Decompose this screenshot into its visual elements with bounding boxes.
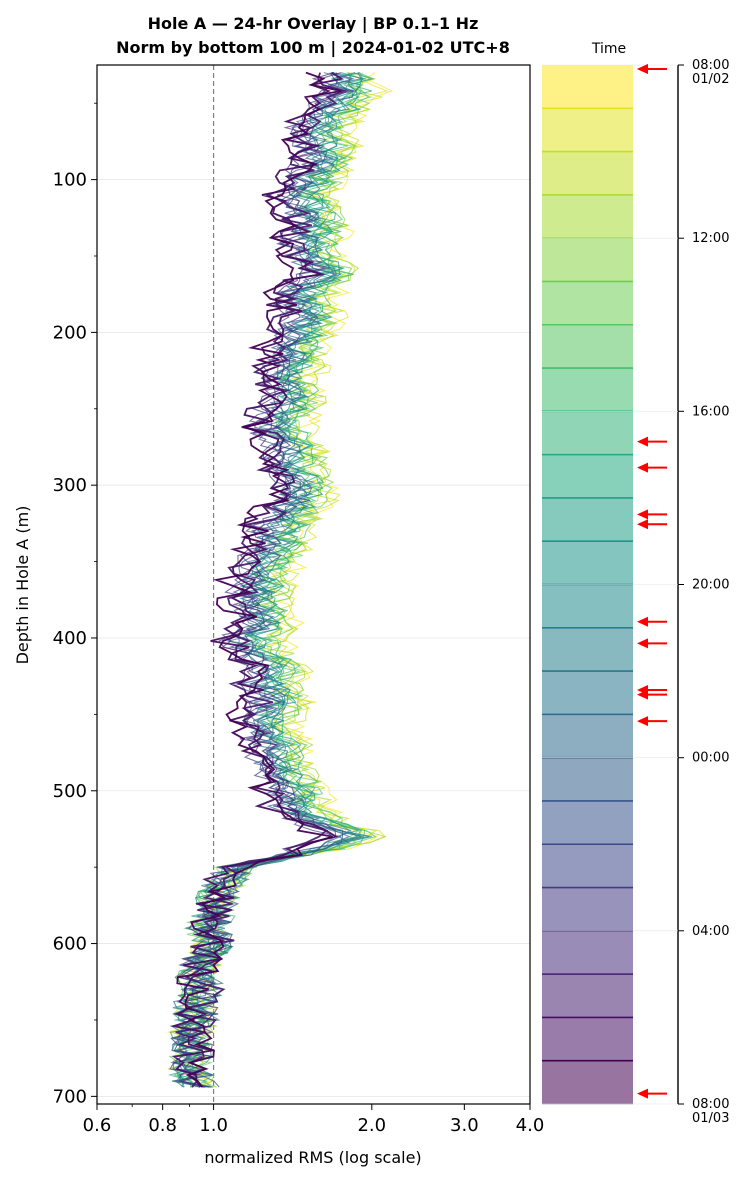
colorbar-segment	[542, 108, 633, 152]
colorbar-segment	[542, 411, 633, 456]
colorbar-segment	[542, 800, 633, 845]
time-tick-sublabel: 01/03	[692, 1111, 729, 1126]
colorbar-segment	[542, 974, 633, 1018]
event-arrow	[637, 689, 667, 700]
time-tick-sublabel: 01/02	[692, 72, 729, 87]
x-axis-label: normalized RMS (log scale)	[204, 1148, 421, 1167]
colorbar-segment	[542, 714, 633, 759]
event-arrow	[637, 462, 667, 473]
series-lines	[166, 71, 393, 1088]
colorbar-segment	[542, 844, 633, 888]
event-arrow	[637, 716, 667, 727]
colorbar-segment	[542, 627, 633, 672]
y-tick-label: 300	[53, 475, 87, 496]
event-arrow-head	[637, 519, 648, 530]
colorbar-segment	[542, 194, 633, 239]
y-tick-label: 400	[53, 628, 87, 649]
y-axis-label: Depth in Hole A (m)	[13, 506, 32, 665]
y-tick-label: 200	[53, 322, 87, 343]
time-tick-label: 20:00	[692, 578, 729, 593]
event-arrow	[637, 436, 667, 447]
event-arrow-head	[637, 462, 648, 473]
colorbar-segment	[542, 887, 633, 932]
colorbar-segment	[542, 757, 633, 802]
colorbar-segment	[542, 671, 633, 715]
time-tick-label: 16:00	[692, 404, 729, 419]
colorbar-segment	[542, 151, 633, 196]
time-colorbar	[542, 65, 633, 1105]
series-line	[167, 72, 373, 1088]
x-tick-label: 0.6	[83, 1115, 112, 1136]
x-tick-label: 3.0	[450, 1115, 479, 1136]
colorbar-segment	[542, 497, 633, 542]
event-arrow-head	[637, 716, 648, 727]
time-tick-label: 04:00	[692, 924, 729, 939]
colorbar-segment	[542, 930, 633, 975]
time-tick-label: 08:00	[692, 1097, 729, 1112]
y-tick-label: 500	[53, 781, 87, 802]
colorbar-segment	[542, 1060, 633, 1105]
series-line	[175, 72, 348, 1088]
x-tick-label: 4.0	[516, 1115, 545, 1136]
y-tick-label: 600	[53, 934, 87, 955]
colorbar-segment	[542, 584, 633, 629]
colorbar-segment	[542, 541, 633, 585]
event-arrow	[637, 64, 667, 74]
series-line	[176, 71, 342, 1088]
event-arrow-head	[637, 638, 648, 649]
y-tick-label: 700	[53, 1086, 87, 1107]
event-arrow-head	[637, 616, 648, 627]
time-tick-label: 12:00	[692, 231, 729, 246]
colorbar-segment	[542, 238, 633, 282]
event-arrow	[637, 519, 667, 530]
x-tick-label: 1.0	[199, 1115, 228, 1136]
chart-title-line1: Hole A — 24-hr Overlay | BP 0.1–1 Hz	[148, 14, 479, 34]
event-arrows	[637, 64, 667, 1099]
colorbar-label: Time	[591, 41, 626, 57]
event-arrow	[637, 509, 667, 520]
time-tick-label: 00:00	[692, 751, 729, 766]
event-arrow	[637, 616, 667, 627]
event-arrow	[637, 638, 667, 649]
event-arrow	[637, 1088, 667, 1099]
event-arrow-head	[637, 64, 648, 74]
event-arrow-head	[637, 436, 648, 447]
colorbar-ticks: 08:0001/0212:0016:0020:0000:0004:0008:00…	[542, 58, 729, 1126]
chart-title-line2: Norm by bottom 100 m | 2024-01-02 UTC+8	[116, 38, 510, 58]
colorbar-segment	[542, 368, 633, 412]
x-tick-label: 0.8	[148, 1115, 177, 1136]
y-tick-label: 100	[53, 170, 87, 191]
event-arrow-head	[637, 689, 648, 700]
x-tick-label: 2.0	[357, 1115, 386, 1136]
colorbar-segment	[542, 454, 633, 499]
colorbar-segment	[542, 65, 633, 109]
colorbar-segment	[542, 324, 633, 369]
colorbar-segment	[542, 281, 633, 326]
y-axis-ticks: 100 200 300 400 500 600 700	[53, 102, 97, 1107]
colorbar-segment	[542, 1017, 633, 1062]
event-arrow-head	[637, 509, 648, 520]
x-axis-ticks: 0.6 0.8 1.0 2.0 3.0 4.0	[83, 1104, 545, 1136]
time-tick-label: 08:00	[692, 58, 729, 73]
plot-frame	[96, 64, 531, 1105]
event-arrow-head	[637, 1088, 648, 1099]
